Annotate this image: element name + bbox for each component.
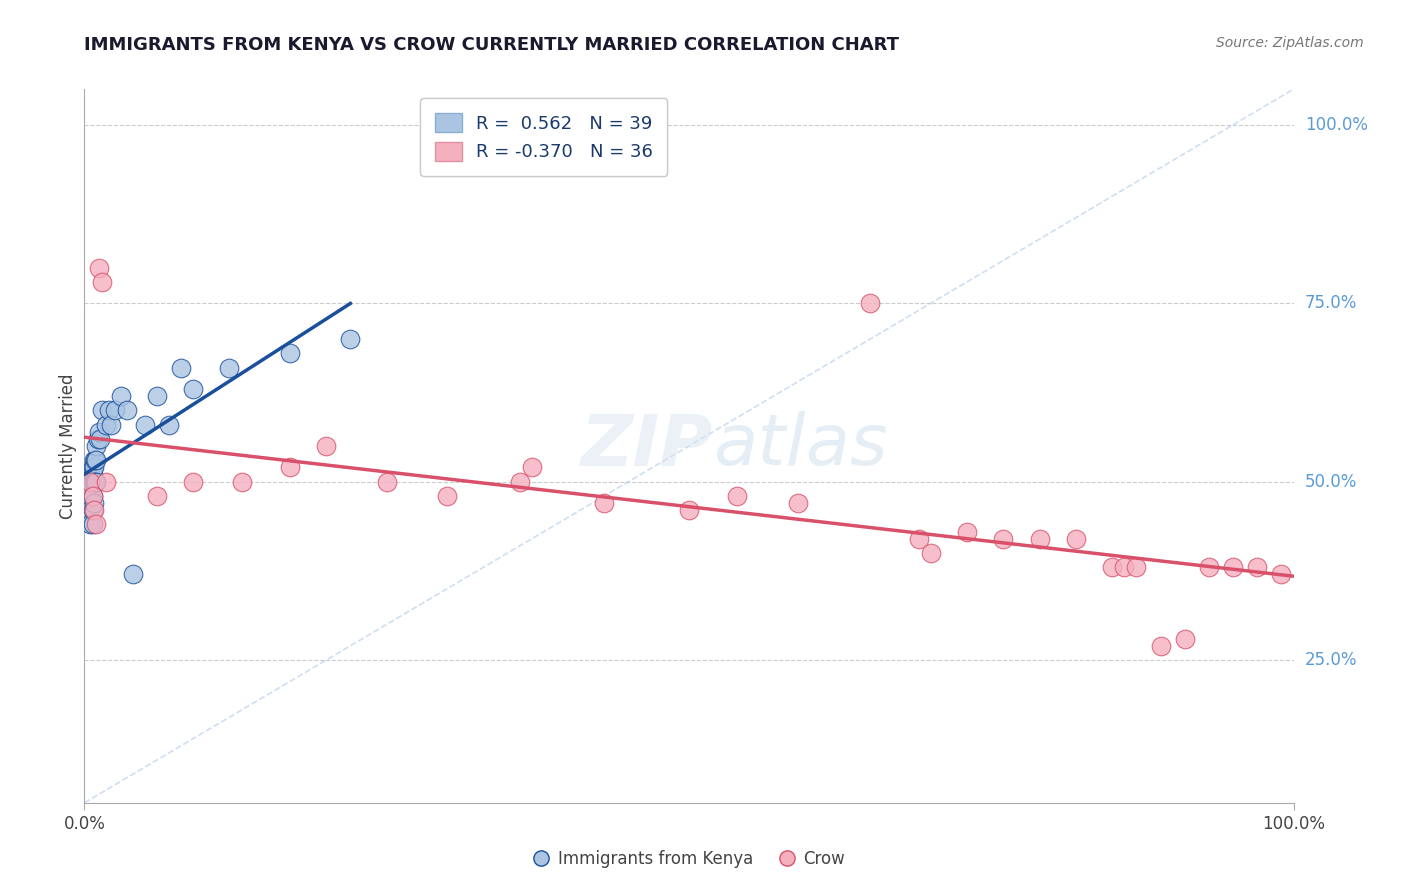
Point <box>436 489 458 503</box>
Point <box>82 503 104 517</box>
Point <box>157 417 180 432</box>
Point <box>100 417 122 432</box>
Point <box>520 460 543 475</box>
Point <box>91 275 114 289</box>
Point <box>84 453 107 467</box>
Legend: R =  0.562   N = 39, R = -0.370   N = 36: R = 0.562 N = 39, R = -0.370 N = 36 <box>420 98 668 176</box>
Point <box>146 389 169 403</box>
Point <box>79 517 101 532</box>
Point <box>79 503 101 517</box>
Point <box>1270 567 1292 582</box>
Point <box>83 496 105 510</box>
Point <box>339 332 361 346</box>
Point <box>725 489 748 503</box>
Point <box>86 453 108 467</box>
Point <box>1198 560 1220 574</box>
Point <box>86 432 108 446</box>
Point <box>786 496 808 510</box>
Point <box>1064 532 1087 546</box>
Point <box>121 567 143 582</box>
Point <box>1114 560 1136 574</box>
Point <box>79 489 101 503</box>
Point <box>86 439 108 453</box>
Point <box>146 489 169 503</box>
Text: 50.0%: 50.0% <box>1305 473 1357 491</box>
Point <box>1246 560 1268 574</box>
Point <box>278 460 301 475</box>
Point <box>94 417 117 432</box>
Point <box>993 532 1015 546</box>
Point <box>79 475 101 489</box>
Point <box>134 417 156 432</box>
Point <box>1028 532 1050 546</box>
Point <box>956 524 979 539</box>
Point <box>86 475 108 489</box>
Point <box>1174 632 1197 646</box>
Point <box>920 546 942 560</box>
Point <box>82 489 104 503</box>
Point <box>1125 560 1147 574</box>
Point <box>1101 560 1123 574</box>
Point <box>82 517 104 532</box>
Point <box>83 453 105 467</box>
Text: ZIP: ZIP <box>581 411 713 481</box>
Point <box>82 475 104 489</box>
Point <box>79 482 101 496</box>
Point <box>82 489 104 503</box>
Point <box>79 475 101 489</box>
Text: 75.0%: 75.0% <box>1305 294 1357 312</box>
Point <box>84 475 107 489</box>
Point <box>83 503 105 517</box>
Point <box>375 475 398 489</box>
Point <box>509 475 531 489</box>
Point <box>859 296 882 310</box>
Point <box>94 475 117 489</box>
Text: 25.0%: 25.0% <box>1305 651 1357 669</box>
Point <box>218 360 240 375</box>
Point <box>678 503 700 517</box>
Text: 100.0%: 100.0% <box>1305 116 1368 134</box>
Point <box>82 460 104 475</box>
Point <box>110 389 132 403</box>
Point <box>181 475 204 489</box>
Point <box>1222 560 1244 574</box>
Point <box>907 532 929 546</box>
Point <box>115 403 138 417</box>
Point <box>104 403 127 417</box>
Point <box>181 382 204 396</box>
Point <box>83 460 105 475</box>
Legend: Immigrants from Kenya, Crow: Immigrants from Kenya, Crow <box>526 844 852 875</box>
Point <box>278 346 301 360</box>
Text: atlas: atlas <box>713 411 887 481</box>
Point <box>89 432 111 446</box>
Point <box>83 475 105 489</box>
Point <box>87 425 110 439</box>
Y-axis label: Currently Married: Currently Married <box>59 373 77 519</box>
Point <box>87 260 110 275</box>
Text: Source: ZipAtlas.com: Source: ZipAtlas.com <box>1216 36 1364 50</box>
Point <box>86 517 108 532</box>
Text: IMMIGRANTS FROM KENYA VS CROW CURRENTLY MARRIED CORRELATION CHART: IMMIGRANTS FROM KENYA VS CROW CURRENTLY … <box>84 36 900 54</box>
Point <box>170 360 193 375</box>
Point <box>1149 639 1171 653</box>
Point <box>315 439 337 453</box>
Point <box>231 475 253 489</box>
Point <box>97 403 120 417</box>
Point <box>82 467 104 482</box>
Point <box>593 496 616 510</box>
Point <box>91 403 114 417</box>
